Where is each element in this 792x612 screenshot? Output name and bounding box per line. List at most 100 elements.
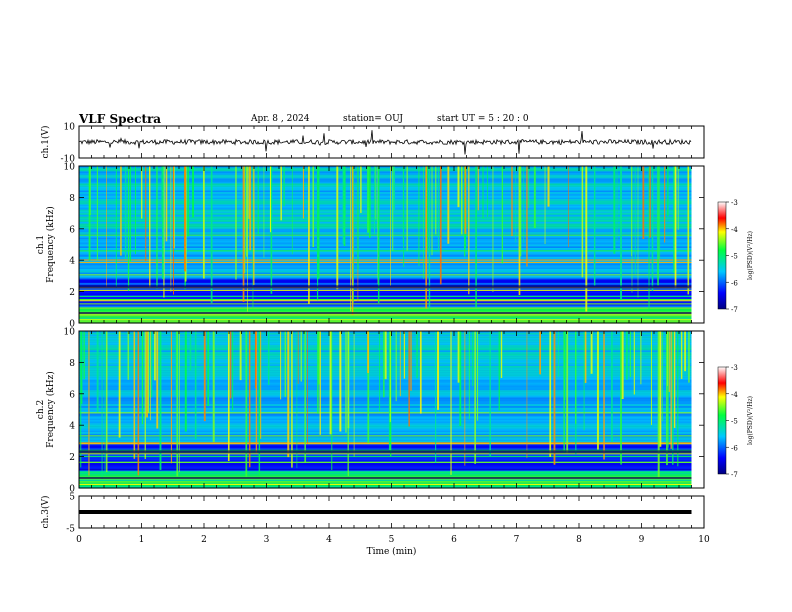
frequency-band xyxy=(79,397,692,400)
frequency-band xyxy=(79,446,692,449)
x-tick-label: 3 xyxy=(264,535,270,545)
frequency-band xyxy=(79,425,692,428)
frequency-band xyxy=(79,412,692,416)
frequency-band xyxy=(79,288,692,291)
colorbar-label: log(PSD)(V²/Hz) xyxy=(747,396,754,445)
frequency-band xyxy=(79,179,692,183)
frequency-band xyxy=(79,223,692,226)
frequency-band xyxy=(79,242,692,246)
frequency-band xyxy=(79,428,692,432)
frequency-band xyxy=(79,172,692,176)
frequency-band xyxy=(79,435,692,439)
x-tick-label: 9 xyxy=(639,535,645,545)
colorbar-tick-label: -6 xyxy=(731,444,738,452)
frequency-band xyxy=(79,270,692,274)
frequency-band xyxy=(79,235,692,239)
x-tick-label: 8 xyxy=(576,535,582,545)
frequency-band xyxy=(79,437,692,440)
frequency-band xyxy=(79,439,692,442)
x-axis-label: Time (min) xyxy=(367,546,417,557)
frequency-band xyxy=(79,169,692,172)
frequency-band xyxy=(79,463,692,466)
frequency-band xyxy=(79,230,692,233)
frequency-band xyxy=(79,293,692,296)
chart-title: VLF Spectra xyxy=(79,112,162,126)
frequency-band xyxy=(79,291,692,294)
frequency-band xyxy=(79,260,692,263)
frequency-band xyxy=(79,447,692,451)
frequency-band xyxy=(79,221,692,225)
y-axis-label: Frequency (kHz) xyxy=(45,206,56,283)
frequency-band xyxy=(79,486,692,489)
y-tick-label: 5 xyxy=(69,493,75,503)
spectrogram-ch1 xyxy=(79,166,692,324)
frequency-band xyxy=(79,186,692,190)
x-tick-label: 7 xyxy=(514,535,520,545)
frequency-band xyxy=(79,314,692,317)
y-tick-label: 4 xyxy=(69,422,75,432)
frequency-band xyxy=(79,199,692,202)
frequency-band xyxy=(79,192,692,195)
x-tick-label: 2 xyxy=(201,535,207,545)
y-tick-label: 4 xyxy=(69,257,75,267)
y-axis-label: Frequency (kHz) xyxy=(45,371,56,448)
y-tick-label: 10 xyxy=(64,163,76,173)
x-tick-label: 6 xyxy=(451,535,457,545)
frequency-band xyxy=(79,227,692,230)
frequency-band xyxy=(79,400,692,404)
frequency-band xyxy=(79,253,692,256)
frequency-band xyxy=(79,166,692,169)
frequency-band xyxy=(79,378,692,381)
frequency-band xyxy=(79,385,692,388)
colorbar xyxy=(717,201,727,310)
frequency-band xyxy=(79,178,692,181)
frequency-band xyxy=(79,261,692,265)
x-tick-label: 4 xyxy=(326,535,332,545)
spectrogram-ch2 xyxy=(79,331,692,489)
frequency-band xyxy=(79,456,692,459)
frequency-band xyxy=(79,393,692,397)
frequency-band xyxy=(79,316,692,319)
frequency-band xyxy=(79,379,692,383)
y-tick-label: 6 xyxy=(69,390,75,400)
frequency-band xyxy=(79,402,692,405)
dark-band xyxy=(79,285,692,289)
frequency-band xyxy=(79,195,692,198)
frequency-band xyxy=(79,395,692,398)
y-tick-label: 10 xyxy=(64,328,76,338)
colorbar xyxy=(717,366,727,475)
frequency-band xyxy=(79,310,692,314)
frequency-band xyxy=(79,207,692,211)
frequency-band xyxy=(79,232,692,235)
y-axis-label: ch.2 xyxy=(36,400,46,419)
frequency-band xyxy=(79,305,692,308)
frequency-band xyxy=(79,460,692,463)
frequency-band xyxy=(79,200,692,204)
frequency-band xyxy=(79,453,692,456)
ch1-waveform xyxy=(78,130,692,155)
frequency-band xyxy=(79,268,692,272)
frequency-band xyxy=(79,167,692,171)
frequency-band xyxy=(79,421,692,425)
frequency-band xyxy=(79,267,692,270)
x-tick-label: 5 xyxy=(389,535,395,545)
frequency-band xyxy=(79,404,692,407)
frequency-band xyxy=(79,432,692,435)
y-tick-label: 0 xyxy=(69,320,75,330)
frequency-band xyxy=(79,481,692,484)
colorbar-tick-label: -7 xyxy=(731,471,738,479)
frequency-band xyxy=(79,409,692,412)
frequency-band xyxy=(79,244,692,247)
frequency-band xyxy=(79,209,692,212)
colorbar-tick-label: -6 xyxy=(731,279,738,287)
frequency-band xyxy=(79,468,692,472)
frequency-band xyxy=(79,197,692,200)
frequency-band xyxy=(79,423,692,426)
frequency-band xyxy=(79,213,692,216)
colorbar-tick-label: -7 xyxy=(731,306,738,314)
frequency-band xyxy=(79,426,692,430)
y-tick-label: 8 xyxy=(69,359,75,369)
x-tick-label: 0 xyxy=(76,535,82,545)
frequency-band xyxy=(79,392,692,395)
